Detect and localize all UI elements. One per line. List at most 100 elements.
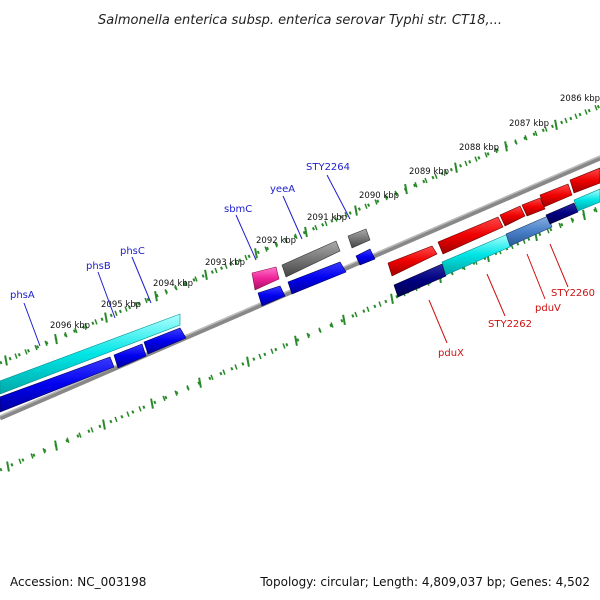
gene-label-pduX[interactable]: pduX [438, 348, 464, 359]
inner-ruler-tick [354, 311, 358, 318]
tick-label: 2095 kbp [101, 300, 141, 310]
gene-label-pduV[interactable]: pduV [535, 303, 561, 314]
red-gene[interactable] [437, 216, 504, 255]
inner-ruler-tick [342, 314, 346, 325]
inner-ruler-tick [330, 322, 334, 328]
sbmC-gene[interactable] [257, 285, 286, 307]
phsB-gene[interactable] [113, 343, 147, 369]
ruler-tick [434, 173, 438, 180]
yeeA-pseudo-feature[interactable] [281, 240, 341, 278]
ruler-tick [224, 263, 228, 269]
inner-ruler-tick [30, 453, 34, 459]
inner-ruler-tick [6, 461, 10, 472]
tick-label: 2091 kbp [307, 213, 347, 223]
tick-label: 2086 kbp [560, 94, 600, 104]
inner-ruler-tick [54, 440, 58, 451]
ruler-tick [364, 203, 368, 209]
phsA-gene[interactable] [0, 356, 115, 413]
red-gene[interactable] [539, 183, 573, 208]
ruler-tick [114, 310, 118, 317]
gene-label-phsC[interactable]: phsC [120, 246, 145, 257]
gene-label-phsA[interactable]: phsA [10, 290, 35, 301]
tick-label: 2087 kbp [509, 119, 549, 129]
inner-ruler-tick [150, 398, 154, 409]
inner-ruler-tick [90, 427, 94, 433]
gene-label-phsB[interactable]: phsB [86, 261, 111, 272]
ruler-tick [414, 182, 418, 188]
ruler-tick [234, 259, 238, 265]
ruler-tick [44, 340, 48, 347]
ruler-tick [544, 126, 548, 132]
inner-ruler-tick [162, 395, 166, 402]
ruler-tick [444, 169, 448, 175]
ruler-tick [64, 331, 68, 338]
gene-labels: phsA phsB phsC sbmC yeeA STY2264 pduX ST… [10, 162, 595, 359]
ruler-tick [334, 216, 338, 222]
ruler-tick [254, 248, 258, 259]
ruler-tick [24, 349, 28, 355]
ruler-tick [94, 319, 98, 325]
ruler-tick [494, 147, 498, 154]
phsC-gene[interactable] [143, 327, 187, 355]
inner-ruler-tick [222, 369, 226, 375]
ruler-tick [124, 306, 128, 312]
STY2260-gene[interactable] [545, 202, 579, 225]
inner-ruler-tick [210, 374, 214, 381]
ruler-tick [84, 323, 88, 329]
ruler-tick [344, 212, 348, 218]
inner-ruler-tick [246, 356, 250, 367]
forward-features [0, 167, 600, 395]
ruler-tick [534, 130, 538, 137]
ruler-tick [304, 226, 308, 238]
ruler-tick [274, 242, 278, 248]
inner-ruler-tick [318, 327, 322, 334]
ruler-tick [314, 224, 318, 231]
ruler-tick [424, 177, 428, 184]
tick-label: 2094 kbp [153, 279, 193, 289]
tick-label: 2089 kbp [409, 167, 449, 177]
ruler-tick [584, 109, 588, 115]
ruler-tick [554, 119, 558, 131]
ruler-tick [524, 134, 528, 141]
accession-text: Accession: NC_003198 [10, 575, 146, 589]
gene-label-yeeA[interactable]: yeeA [270, 184, 295, 195]
ruler-tick [4, 355, 8, 366]
red-gene[interactable] [569, 167, 600, 194]
ruler-tick [384, 194, 388, 201]
gene-label-sbmC[interactable]: sbmC [224, 204, 252, 215]
sbmC-feature[interactable] [251, 266, 280, 291]
ruler-tick [354, 205, 358, 216]
inner-ruler-tick [138, 406, 142, 412]
cds-feature[interactable] [0, 313, 181, 395]
ruler-tick [104, 312, 108, 323]
gene-label-STY2264[interactable]: STY2264 [306, 162, 350, 173]
inner-ruler-tick [390, 293, 394, 305]
ruler-tick [404, 183, 408, 195]
ruler-tick [484, 152, 488, 158]
inner-ruler-tick [186, 385, 190, 391]
red-gene[interactable] [387, 245, 438, 277]
yeeA-gene[interactable] [287, 261, 347, 295]
inner-ruler-tick [126, 411, 130, 417]
cds-feature[interactable] [573, 188, 600, 212]
ruler-tick [564, 117, 568, 124]
ruler-tick [514, 139, 518, 145]
tick-labels: 2086 kbp 2087 kbp 2088 kbp 2089 kbp 2090… [50, 94, 600, 331]
pduX-gene[interactable] [393, 263, 447, 298]
gene-label-STY2262[interactable]: STY2262 [488, 319, 532, 330]
ruler-tick [284, 237, 288, 244]
ruler-tick [374, 199, 378, 205]
red-gene[interactable] [521, 197, 546, 217]
gene-label-STY2260[interactable]: STY2260 [551, 288, 595, 299]
red-gene[interactable] [499, 205, 526, 227]
pduV-gene[interactable] [505, 215, 553, 247]
STY2264-gene[interactable] [355, 248, 376, 266]
inner-ruler-tick [234, 364, 238, 370]
STY2264-pseudo-feature[interactable] [347, 228, 371, 249]
ruler-tick [474, 156, 478, 162]
inner-ruler-tick [102, 419, 106, 430]
STY2262-gene[interactable] [441, 233, 513, 276]
inner-ruler-tick [198, 377, 202, 388]
label-leaders [23, 174, 569, 347]
